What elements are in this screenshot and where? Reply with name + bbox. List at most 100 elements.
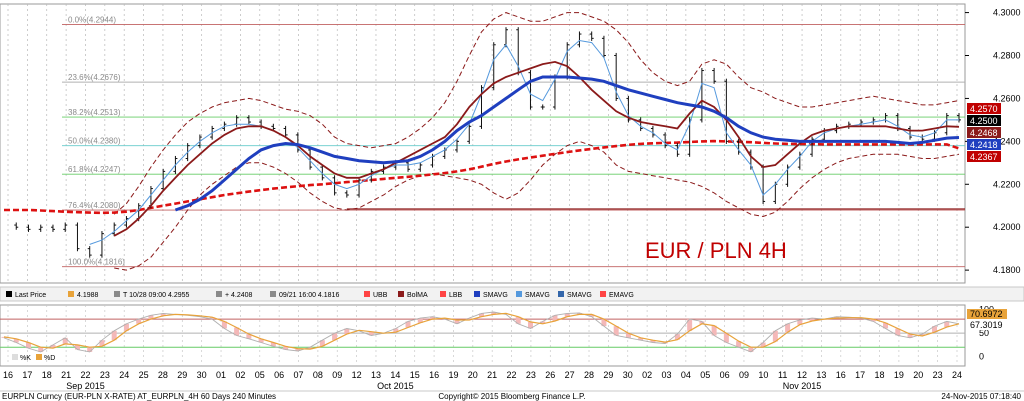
price-badge: [967, 151, 1001, 162]
price-badge-label: 4.2500: [970, 116, 998, 126]
x-tick-label: 29: [177, 370, 187, 380]
osc-badge: [967, 309, 1007, 319]
price-badge: [967, 139, 1001, 150]
x-tick-label: 08: [313, 370, 323, 380]
x-tick-label: 20: [468, 370, 478, 380]
x-tick-label: 30: [197, 370, 207, 380]
osc-badge-label: 67.3019: [970, 320, 1003, 330]
price-badge: [967, 127, 1001, 138]
x-tick-label: 25: [139, 370, 149, 380]
legend-swatch: [398, 291, 404, 297]
x-tick-label: 07: [294, 370, 304, 380]
x-tick-label: 27: [565, 370, 575, 380]
x-tick-label: 12: [352, 370, 362, 380]
fib-level-label: 38.2%(4.2513): [68, 108, 121, 117]
x-tick-label: 06: [274, 370, 284, 380]
x-tick-label: 19: [448, 370, 458, 380]
x-tick-label: 10: [758, 370, 768, 380]
oscillator-plot-frame: [0, 304, 966, 367]
month-label: Oct 2015: [377, 381, 414, 391]
legend-item-label: BolMA: [407, 292, 428, 299]
fib-level-label: 50.0%(4.2380): [68, 137, 121, 146]
legend-item-label: T 10/28 09:00 4.2955: [123, 292, 190, 299]
osc-badge-label: 70.6972: [970, 309, 1003, 319]
x-tick-label: 01: [216, 370, 226, 380]
x-tick-label: 14: [390, 370, 400, 380]
x-tick-label: 21: [61, 370, 71, 380]
osc-y-tick-label: 50: [979, 328, 989, 338]
fib-level-label: 100.0%(4.1816): [68, 258, 125, 267]
fib-level-label: 76.4%(4.2080): [68, 201, 121, 210]
osc-d-line: [3, 312, 960, 350]
y-tick-label: 4.3000: [993, 8, 1021, 18]
chart-title: EUR / PLN 4H: [645, 238, 787, 263]
legend-swatch: [114, 291, 120, 297]
x-tick-label: 18: [875, 370, 885, 380]
osc-legend-swatch: [12, 354, 18, 360]
x-tick-label: 23: [526, 370, 536, 380]
x-tick-label: 22: [80, 370, 90, 380]
month-label: Nov 2015: [783, 381, 822, 391]
legend-swatch: [68, 291, 74, 297]
osc-y-tick-label: 0: [979, 352, 984, 362]
price-badge-label: 4.2468: [970, 128, 998, 138]
footer-copyright: Copyright© 2015 Bloomberg Finance L.P.: [438, 392, 585, 401]
y-tick-label: 4.2600: [993, 93, 1021, 103]
x-tick-label: 09: [739, 370, 749, 380]
price-badge: [967, 103, 1001, 114]
sma-line: [174, 75, 960, 212]
x-tick-label: 23: [100, 370, 110, 380]
x-tick-label: 09: [332, 370, 342, 380]
y-tick-label: 4.2000: [993, 222, 1021, 232]
x-tick-label: 19: [894, 370, 904, 380]
x-tick-label: 30: [623, 370, 633, 380]
legend-item-label: UBB: [373, 292, 388, 299]
legend-item-label: SMAVG: [567, 292, 592, 299]
osc-k-line: [3, 311, 960, 353]
x-tick-label: 03: [661, 370, 671, 380]
legend-swatch: [600, 291, 606, 297]
y-tick-label: 4.1800: [993, 265, 1021, 275]
osc-legend-swatch: [36, 354, 42, 360]
legend-item-label: + 4.2408: [225, 292, 253, 299]
osc-legend-label: %K: [20, 355, 31, 362]
legend-swatch: [270, 291, 276, 297]
x-tick-label: 29: [603, 370, 613, 380]
legend-swatch: [216, 291, 222, 297]
ema-line: [4, 139, 960, 215]
fib-level-label: 0.0%(4.2944): [68, 16, 116, 25]
bollinger-ma-line: [113, 60, 960, 237]
legend-swatch: [440, 291, 446, 297]
legend-swatch: [364, 291, 370, 297]
x-tick-label: 20: [913, 370, 923, 380]
fib-level-label: 23.6%(4.2676): [68, 73, 121, 82]
x-tick-label: 26: [545, 370, 555, 380]
x-tick-label: 06: [720, 370, 730, 380]
x-tick-label: 16: [836, 370, 846, 380]
x-tick-label: 23: [933, 370, 943, 380]
month-label: Sep 2015: [66, 381, 105, 391]
footer-timestamp: 24-Nov-2015 07:18:40: [941, 392, 1021, 401]
x-tick-label: 13: [816, 370, 826, 380]
x-tick-label: 12: [797, 370, 807, 380]
price-badge: [967, 115, 1001, 126]
osc-badge: [967, 320, 1007, 330]
x-tick-label: 18: [42, 370, 52, 380]
legend-swatch: [6, 291, 12, 297]
legend-bar-bg: [0, 286, 1024, 302]
legend-item-label: SMAVG: [483, 292, 508, 299]
x-tick-label: 28: [584, 370, 594, 380]
legend-swatch: [474, 291, 480, 297]
x-tick-label: 17: [855, 370, 865, 380]
x-tick-label: 21: [487, 370, 497, 380]
upper-bollinger-band: [113, 12, 960, 215]
x-tick-label: 16: [429, 370, 439, 380]
legend-item-label: Last Price: [15, 292, 46, 299]
price-badge-label: 4.2570: [970, 104, 998, 114]
x-tick-label: 13: [371, 370, 381, 380]
x-tick-label: 24: [119, 370, 129, 380]
price-badge-label: 4.2367: [970, 152, 998, 162]
x-tick-label: 17: [22, 370, 32, 380]
